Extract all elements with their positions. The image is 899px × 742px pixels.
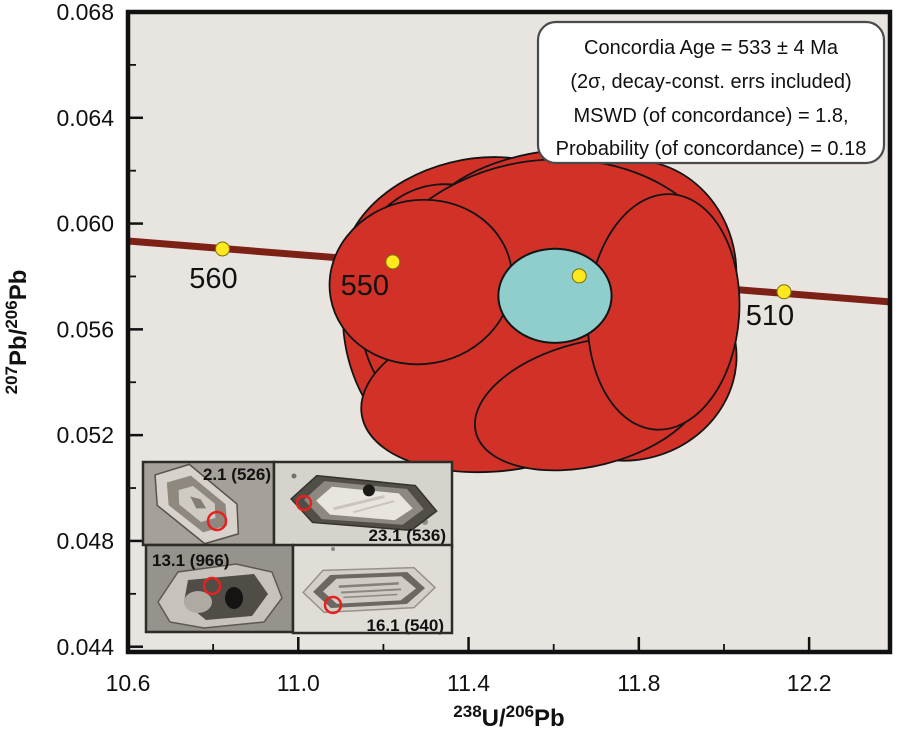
zircon-photo-border [291,543,454,635]
zircon-image-16.1: 16.1 (540) [291,543,454,635]
annotation-line-4: Probability (of concordance) = 0.18 [556,138,867,160]
zircon-inset-panel: 2.1 (526) 23.1 (536) [141,460,454,635]
zircon-spot-label: 16.1 (540) [367,616,445,635]
y-tick-label: 0.068 [56,0,114,25]
age-marker-label: 550 [341,270,389,302]
zircon-image-2.1: 2.1 (526) [141,460,276,547]
zircon-spot-label: 13.1 (966) [152,551,230,570]
annotation-line-1: Concordia Age = 533 ± 4 Ma [584,37,839,59]
zircon-spot-label: 2.1 (526) [203,465,271,484]
analysis-spot-circle [323,595,343,615]
y-axis-title: 207Pb/206Pb [2,270,32,395]
y-tick-label: 0.060 [56,211,114,237]
zircon-grain-icon [302,566,437,614]
age-marker-labels-layer: 560 550 510 [189,263,794,332]
age-marker [571,268,587,284]
analysis-spot-circle [206,510,228,532]
x-axis-title: 238U/206Pb [453,702,564,732]
age-marker [385,254,401,270]
y-tick-label: 0.056 [56,316,114,342]
age-markers-layer [215,241,792,300]
concordia-age-annotation-box: Concordia Age = 533 ± 4 Ma (2σ, decay-co… [536,20,886,165]
zircon-grain-icon [157,563,283,629]
y-tick-label: 0.048 [56,528,114,554]
age-marker-label: 510 [746,300,794,332]
concordia-age-ellipse-layer [497,247,613,344]
x-tick-label: 12.2 [787,670,832,696]
x-tick-label: 11.0 [277,670,320,696]
annotation-box-background [536,20,886,165]
x-tick-label: 11.8 [617,670,660,696]
annotation-line-3: MSWD (of concordance) = 1.8, [573,105,848,127]
y-tick-label: 0.052 [56,422,114,448]
age-marker [215,241,231,257]
age-marker [776,284,792,300]
zircon-grain-icon [290,474,438,532]
zircon-image-23.1: 23.1 (536) [272,460,454,549]
x-tick-label: 11.4 [447,670,490,696]
concordia-age-ellipse [497,247,613,344]
axis-ticks-layer: 10.6 11.0 11.4 11.8 12.2 0.068 0.064 0.060 0.056… [56,0,831,696]
plot-frame [125,9,893,655]
analysis-spot-circle [295,494,313,512]
x-tick-label: 10.6 [106,670,151,696]
y-tick-label: 0.064 [56,105,114,131]
analysis-spot-circle [202,576,222,596]
age-marker-label: 560 [189,263,237,295]
zircon-spot-label: 23.1 (536) [369,526,447,545]
y-tick-label: 0.044 [56,634,114,660]
annotation-line-2: (2σ, decay-const. errs included) [570,71,851,93]
zircon-grain-icon [154,463,240,545]
zircon-image-13.1: 13.1 (966) [144,543,295,634]
